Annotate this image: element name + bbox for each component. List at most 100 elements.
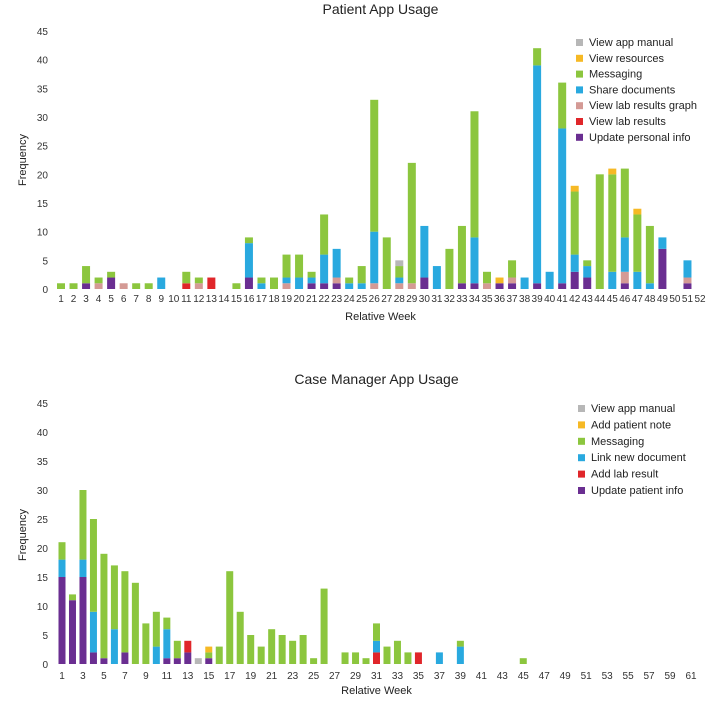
bar-segment-add-lab-result-week-31: [373, 652, 380, 664]
bar-segment-add-lab-result-week-13: [184, 640, 192, 653]
bar-segment-messaging-week-19: [247, 635, 255, 664]
y-tick-label: 0: [42, 285, 48, 296]
bar-segment-link-new-document-week-10: [152, 646, 160, 664]
bar-segment-messaging-week-46: [620, 168, 629, 238]
x-tick-label: 39: [532, 294, 544, 305]
x-tick-label: 43: [582, 294, 594, 305]
x-tick-label: 48: [644, 294, 656, 305]
bar-segment-view-lab-results-graph-week-35: [483, 283, 491, 289]
bar-segment-messaging-week-26: [370, 99, 379, 232]
x-tick-label: 29: [406, 294, 418, 305]
x-tick-label: 39: [455, 671, 467, 682]
bar-segment-update-personal-info-week-21: [307, 283, 316, 289]
bar-segment-update-patient-info-week-11: [163, 658, 171, 664]
bar-segment-share-documents-week-26: [370, 231, 379, 284]
bar-segment-share-documents-week-30: [420, 225, 429, 278]
bar-segment-messaging-week-21: [307, 271, 316, 278]
y-tick-label: 15: [37, 573, 49, 584]
x-tick-label: 57: [644, 671, 656, 682]
bar-segment-messaging-week-28: [395, 266, 404, 278]
legend-label-messaging: Messaging: [589, 69, 642, 81]
x-tick-label: 26: [369, 294, 381, 305]
x-tick-label: 17: [224, 671, 236, 682]
bar-segment-messaging-week-19: [282, 254, 291, 278]
x-tick-label: 13: [182, 671, 194, 682]
bar-segment-view-app-manual-week-28: [395, 260, 404, 267]
x-tick-label: 23: [331, 294, 343, 305]
bar-segment-messaging-week-17: [257, 277, 266, 284]
bar-segment-update-patient-info-week-4: [89, 652, 97, 664]
bar-segment-messaging-week-23: [289, 640, 297, 664]
bar-segment-link-new-document-week-37: [435, 652, 443, 664]
bar-segment-messaging-week-5: [100, 553, 108, 659]
x-tick-label: 43: [497, 671, 509, 682]
bar-segment-share-documents-week-31: [432, 266, 441, 289]
x-tick-label: 50: [669, 294, 681, 305]
bar-segment-messaging-week-26: [320, 588, 328, 664]
bar-segment-view-lab-results-graph-week-28: [395, 283, 404, 289]
bar-segment-update-personal-info-week-33: [457, 283, 466, 289]
bar-segment-view-lab-results-week-13: [207, 277, 216, 289]
bar-segment-messaging-week-35: [483, 271, 491, 284]
legend-swatch-view-resources: [576, 54, 583, 62]
bar-segment-add-lab-result-week-35: [414, 652, 422, 664]
legend-label-add-patient-note: Add patient note: [591, 419, 671, 431]
x-tick-label: 3: [83, 294, 89, 305]
bar-segment-update-personal-info-week-46: [620, 283, 629, 289]
chart-title: Case Manager App Usage: [294, 371, 458, 387]
bar-segment-link-new-document-week-1: [58, 559, 66, 577]
x-tick-label: 31: [371, 671, 383, 682]
x-tick-label: 18: [268, 294, 280, 305]
patient-app-usage-chart: Patient App Usage Frequency Relative Week 0…: [17, 1, 706, 323]
bar-segment-update-patient-info-week-3: [79, 577, 87, 664]
legend-label-view-app-manual: View app manual: [591, 403, 675, 415]
bar-segment-share-documents-week-48: [645, 283, 654, 289]
x-axis-label: Relative Week: [345, 311, 416, 323]
bar-segment-view-lab-results-graph-week-19: [282, 283, 291, 289]
x-tick-label: 20: [293, 294, 305, 305]
bar-segment-messaging-week-24: [299, 635, 307, 664]
bar-segment-messaging-week-15: [232, 283, 241, 289]
x-tick-label: 36: [494, 294, 506, 305]
bar-segment-link-new-document-week-39: [456, 646, 464, 664]
x-tick-label: 8: [146, 294, 152, 305]
bar-segment-update-patient-info-week-1: [58, 577, 66, 664]
bar-segment-view-resources-week-47: [633, 208, 642, 215]
x-axis-label: Relative Week: [341, 685, 412, 697]
x-tick-label: 7: [122, 671, 128, 682]
y-axis-label: Frequency: [17, 509, 29, 561]
bar-segment-messaging-week-9: [142, 623, 150, 664]
x-tick-label: 2: [71, 294, 77, 305]
legend-label-view-lab-results-graph: View lab results graph: [589, 100, 697, 112]
legend-label-add-lab-result: Add lab result: [591, 469, 658, 481]
bar-segment-messaging-week-44: [595, 174, 604, 289]
x-tick-label: 37: [434, 671, 446, 682]
bar-segment-update-personal-info-week-49: [658, 248, 667, 289]
bar-segment-update-patient-info-week-5: [100, 658, 108, 664]
bar-segment-share-documents-week-28: [395, 277, 404, 284]
x-tick-label: 35: [413, 671, 425, 682]
x-tick-label: 1: [58, 294, 64, 305]
x-tick-label: 16: [243, 294, 255, 305]
bar-segment-messaging-week-29: [352, 652, 360, 664]
bar-segment-share-documents-week-45: [608, 271, 617, 289]
bar-segment-share-documents-week-17: [257, 283, 266, 289]
bar-segment-update-personal-info-week-39: [533, 283, 542, 289]
case-manager-app-usage-chart: Case Manager App Usage Frequency Relative …: [17, 371, 697, 697]
x-tick-label: 44: [594, 294, 606, 305]
bar-segment-link-new-document-week-3: [79, 559, 87, 577]
x-tick-label: 51: [682, 294, 694, 305]
y-tick-label: 40: [37, 56, 49, 67]
bar-segment-update-personal-info-week-22: [320, 283, 329, 289]
x-tick-label: 52: [694, 294, 706, 305]
x-tick-label: 11: [181, 294, 192, 305]
bar-segment-view-lab-results-graph-week-4: [94, 283, 103, 289]
bar-segment-update-patient-info-week-15: [205, 658, 213, 664]
bar-segment-link-new-document-week-11: [163, 629, 171, 659]
bar-segment-link-new-document-week-31: [373, 640, 380, 653]
y-tick-label: 10: [37, 602, 49, 613]
bar-segment-messaging-week-43: [583, 260, 592, 267]
x-tick-label: 24: [344, 294, 356, 305]
bar-segment-messaging-week-15: [205, 652, 213, 659]
